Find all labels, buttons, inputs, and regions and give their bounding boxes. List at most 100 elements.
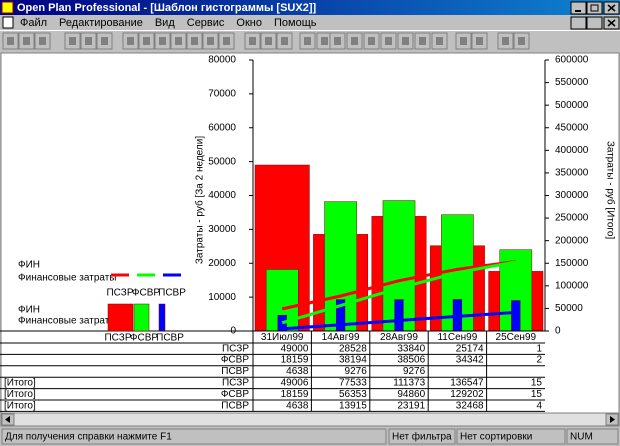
doc-icon: [2, 16, 14, 29]
table-cell: 34342: [456, 355, 484, 366]
legend-label: ФСВР: [132, 288, 160, 299]
table-cell: 1: [536, 343, 542, 354]
bar: [394, 299, 404, 332]
tool-icon: [143, 37, 150, 45]
menu-bar: Файл Редактирование Вид Сервис Окно Помощь: [20, 17, 317, 29]
chart-outer: 0 10000 20000 30000 40000 50000 60000 70000 8000…: [0, 55, 616, 412]
table-cell: 15: [531, 378, 543, 389]
tool-icon: [419, 37, 426, 45]
table-cell: 25174: [456, 343, 484, 354]
window-buttons[interactable]: [570, 1, 620, 30]
cumulative-line: [281, 260, 517, 325]
table-cell: 13915: [339, 400, 367, 411]
tool-icon: [385, 37, 392, 45]
legend-box: [158, 303, 166, 332]
row-name: ФСВР: [221, 389, 249, 400]
x-tick-label: 11Сен99: [437, 332, 477, 343]
doc-restore[interactable]: [586, 16, 603, 30]
minimize[interactable]: [570, 1, 587, 15]
x-tick-label: 31Июл99: [261, 332, 304, 343]
tool-icon: [502, 37, 509, 45]
tool-icon: [85, 37, 92, 45]
y2-tick-label: 300000: [555, 190, 589, 201]
tool-icon: [265, 37, 272, 45]
tool-icon: [436, 37, 443, 45]
status-pane: [388, 428, 456, 445]
bar: [511, 300, 521, 332]
y2-tick-label: 200000: [555, 235, 589, 246]
tool-icon: [518, 37, 525, 45]
legend-label: ПСЗР: [106, 288, 133, 299]
table-cell: 111373: [393, 378, 425, 389]
tool-icon: [191, 37, 198, 45]
tool-icon: [69, 37, 76, 45]
tool-icon: [402, 37, 409, 45]
legend-title: ФИН: [18, 305, 40, 316]
y2-tick-label: 100000: [555, 280, 589, 291]
tool-icon: [223, 37, 230, 45]
y-tick-label: 70000: [208, 89, 236, 100]
tool-icon: [281, 37, 288, 45]
tool-icon: [39, 37, 46, 45]
row-name: ПСВР: [221, 400, 249, 411]
table-cell: 32468: [456, 400, 484, 411]
table-cell: 77533: [339, 378, 367, 389]
tool-icon: [127, 37, 134, 45]
menu-item[interactable]: Окно: [236, 17, 262, 29]
x-tick-label: 25Сен99: [496, 332, 537, 343]
legend-label: ФСВР: [130, 333, 158, 344]
legend-label: ПСЗР: [104, 333, 131, 344]
y2-tick-label: 450000: [555, 122, 589, 133]
y2-tick-label: 500000: [555, 100, 589, 111]
legend-label: ПСВР: [158, 288, 186, 299]
legend-box: [107, 303, 134, 332]
table-cell: 136547: [450, 378, 484, 389]
status-text: Для получения справки нажмите F1: [5, 432, 172, 443]
row-name: ФСВР: [221, 355, 249, 366]
chart-area: [0, 52, 620, 414]
table-cell: 49000: [281, 343, 309, 354]
menu-item[interactable]: Файл: [20, 17, 47, 29]
doc-minimize[interactable]: [570, 16, 587, 30]
table-cell: 129202: [450, 389, 484, 400]
status-pane: [456, 428, 566, 445]
table-cell: 18159: [281, 355, 309, 366]
table-cell: 56353: [339, 389, 367, 400]
tool-icon: [23, 37, 30, 45]
table-cell: 9276: [403, 366, 426, 377]
menu-item[interactable]: Вид: [155, 17, 175, 29]
table-cell: 38194: [339, 355, 367, 366]
table-cell: 33840: [397, 343, 425, 354]
tool-icon: [368, 37, 375, 45]
tool-icon: [249, 37, 256, 45]
tool-icon: [321, 37, 328, 45]
tool-icon: [334, 37, 341, 45]
y2-tick-label: 400000: [555, 145, 589, 156]
legend-box: [133, 303, 150, 332]
h-scrollbar[interactable]: [0, 412, 620, 427]
restore[interactable]: [586, 1, 603, 15]
x-tick-label: 28Авг99: [380, 332, 418, 343]
legend-subtitle: Финансовые затраты: [18, 316, 117, 327]
menu-item[interactable]: Редактирование: [59, 17, 143, 29]
y-tick-label: 10000: [208, 292, 236, 303]
menu-item[interactable]: Помощь: [274, 17, 317, 29]
y-tick-label: 20000: [208, 258, 236, 269]
y2-tick-label: 550000: [555, 77, 589, 88]
table-cell: 2: [536, 355, 542, 366]
table-cell: 4638: [286, 400, 309, 411]
status-text: NUM: [570, 432, 593, 443]
table-cell: 94860: [397, 389, 425, 400]
tool-icon: [207, 37, 214, 45]
y2-tick-label: 0: [555, 326, 561, 337]
y2-tick-label: 600000: [555, 55, 589, 66]
table-cell: 15: [531, 389, 543, 400]
tool-icon: [159, 37, 166, 45]
menu-item[interactable]: Сервис: [187, 17, 225, 29]
tool-icon: [101, 37, 108, 45]
y2-axis-title: Затраты - руб [Итого]: [604, 141, 616, 240]
y-tick-label: 50000: [208, 156, 236, 167]
tool-icon: [351, 37, 358, 45]
row-group: [Итого]: [4, 400, 36, 411]
